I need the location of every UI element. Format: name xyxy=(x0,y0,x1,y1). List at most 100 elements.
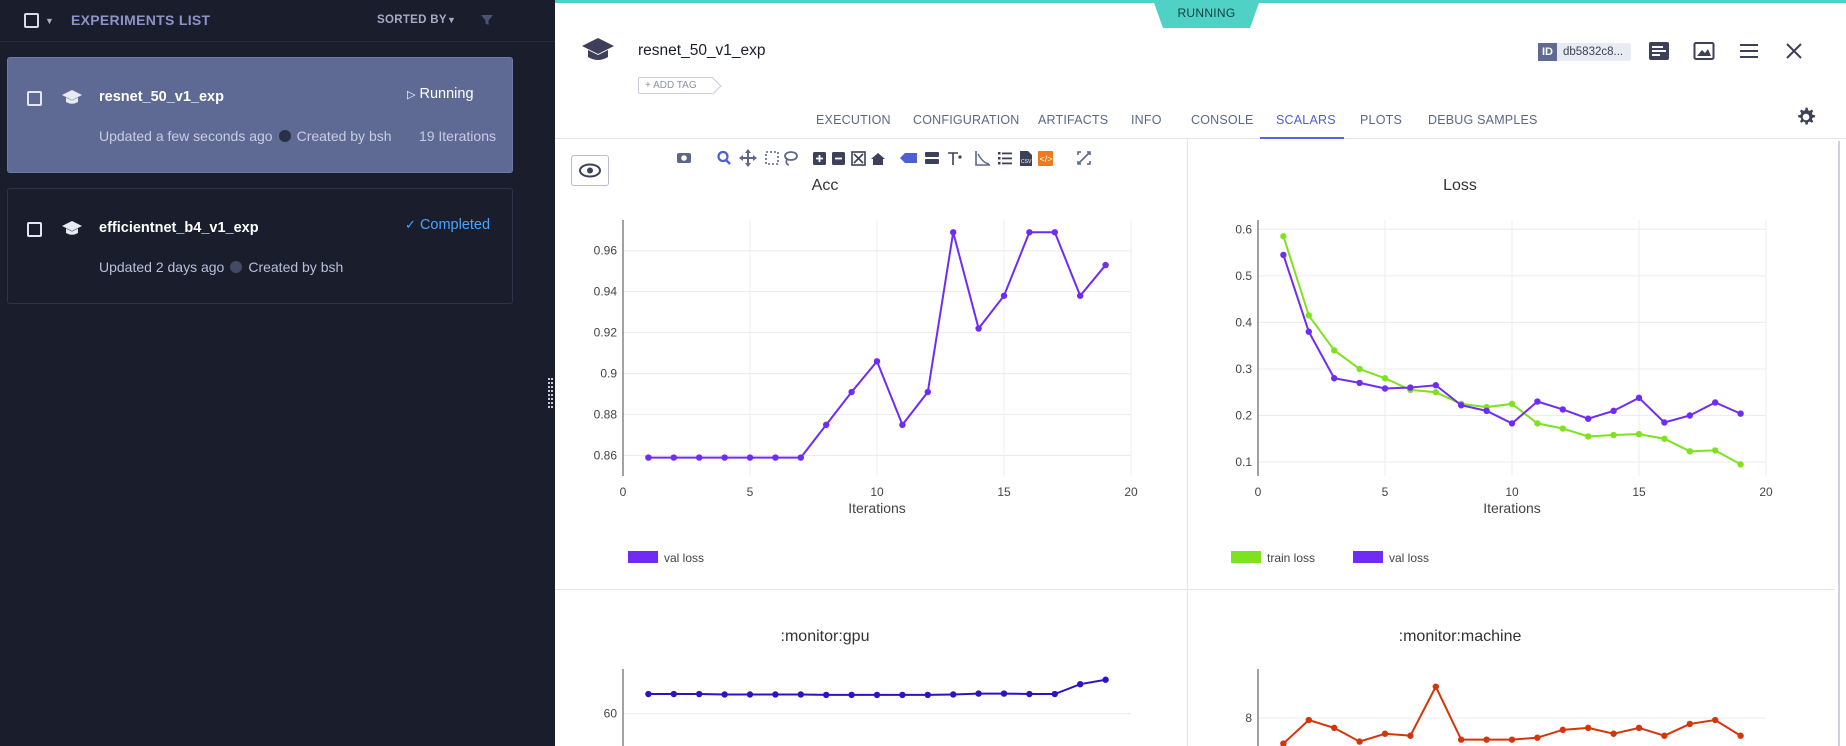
data-point xyxy=(873,358,881,365)
tab-artifacts[interactable]: ARTIFACTS xyxy=(1038,113,1109,127)
chart-acc[interactable]: 0.86 0.88 0.9 0.92 0.94 0.96 0 5 10 15 20 Iteration… xyxy=(555,198,1187,578)
chart-toolbar: CSV </> xyxy=(677,149,1091,167)
data-point xyxy=(1635,394,1643,402)
data-point xyxy=(670,690,677,698)
fullscreen-icon[interactable] xyxy=(1077,151,1091,165)
data-point xyxy=(696,454,703,461)
data-point xyxy=(1051,690,1058,698)
tab-debug-samples[interactable]: DEBUG SAMPLES xyxy=(1428,113,1538,127)
box-select-icon[interactable] xyxy=(765,151,779,165)
experiment-id-badge[interactable]: ID db5832c8... xyxy=(1538,43,1632,61)
camera-icon[interactable] xyxy=(677,153,691,163)
data-point xyxy=(823,421,830,428)
x-tick-label: 10 xyxy=(1505,485,1519,499)
x-tick-label: 20 xyxy=(1759,485,1773,499)
embed-code-icon[interactable]: </> xyxy=(1038,151,1053,166)
data-point xyxy=(721,691,728,698)
zoom-out-icon[interactable] xyxy=(832,152,845,165)
experiment-checkbox[interactable] xyxy=(27,222,42,237)
data-point xyxy=(1737,461,1744,468)
data-point xyxy=(1331,347,1338,354)
data-point xyxy=(1585,415,1592,422)
data-point xyxy=(899,691,906,699)
chart-loss[interactable]: 0.1 0.2 0.3 0.4 0.5 0.6 0 5 10 15 20 Iterations trai… xyxy=(1188,198,1838,578)
data-point xyxy=(1407,384,1414,391)
add-tag-button[interactable]: + ADD TAG xyxy=(638,77,714,94)
close-icon[interactable] xyxy=(1783,40,1805,62)
tab-configuration[interactable]: CONFIGURATION xyxy=(913,113,1020,127)
data-point xyxy=(1737,410,1744,417)
data-point xyxy=(1686,448,1693,455)
experiment-name[interactable]: efficientnet_b4_v1_exp xyxy=(99,220,259,236)
data-point xyxy=(1458,402,1465,409)
data-point xyxy=(797,691,804,698)
hover-compare-icon[interactable] xyxy=(925,152,939,164)
zoom-in-icon[interactable] xyxy=(813,152,826,165)
select-menu-caret-icon[interactable]: ▼ xyxy=(45,16,54,26)
data-point xyxy=(1407,732,1414,739)
tab-execution[interactable]: EXECUTION xyxy=(816,113,891,127)
chart-title-monitor-gpu: :monitor:gpu xyxy=(780,628,870,645)
experiment-status: ▷ Running xyxy=(407,86,474,102)
home-icon[interactable] xyxy=(871,153,885,165)
data-point xyxy=(1610,431,1617,439)
spike-lines-icon[interactable] xyxy=(948,152,962,165)
data-point xyxy=(1381,375,1389,382)
experiment-checkbox[interactable] xyxy=(27,91,42,106)
data-point xyxy=(848,691,855,699)
data-point xyxy=(1610,730,1617,737)
select-all-checkbox[interactable] xyxy=(24,13,39,28)
chart-grid-horizontal-divider xyxy=(555,589,1835,590)
toggle-visibility-button[interactable] xyxy=(571,155,609,186)
panel-resize-handle[interactable] xyxy=(548,378,553,412)
experiments-list-header: ▼ EXPERIMENTS LIST SORTED BY ▼ xyxy=(0,0,555,42)
data-point xyxy=(1534,398,1541,405)
tab-info[interactable]: INFO xyxy=(1131,113,1162,127)
data-point xyxy=(1661,732,1668,739)
y-tick-label: 8 xyxy=(1245,711,1252,725)
image-viewer-icon[interactable] xyxy=(1693,40,1715,62)
pan-icon[interactable] xyxy=(739,149,757,167)
lasso-select-icon[interactable] xyxy=(784,151,798,166)
menu-icon[interactable] xyxy=(1738,40,1760,62)
download-csv-icon[interactable]: CSV xyxy=(1020,151,1032,166)
sorted-by-caret-icon[interactable]: ▼ xyxy=(447,15,456,25)
hover-closest-icon[interactable] xyxy=(900,153,917,163)
data-point xyxy=(1026,229,1033,236)
autoscale-icon[interactable] xyxy=(851,151,866,166)
log-scale-icon[interactable] xyxy=(975,151,990,166)
legend-list-icon[interactable] xyxy=(998,152,1012,165)
data-point xyxy=(1305,328,1312,335)
data-point xyxy=(1508,420,1516,427)
scrollbar[interactable] xyxy=(1838,141,1840,746)
data-point xyxy=(1635,724,1643,732)
avatar xyxy=(278,130,291,142)
x-tick-label: 5 xyxy=(747,485,754,499)
graduation-cap-icon xyxy=(582,38,614,60)
data-point xyxy=(1635,430,1643,438)
filter-icon[interactable] xyxy=(480,13,494,27)
tab-plots[interactable]: PLOTS xyxy=(1360,113,1402,127)
data-point xyxy=(873,691,881,699)
experiment-status: ✓ Completed xyxy=(405,217,491,233)
details-icon[interactable] xyxy=(1648,40,1670,62)
data-point xyxy=(1000,690,1008,697)
experiment-name[interactable]: resnet_50_v1_exp xyxy=(99,89,224,105)
data-point xyxy=(696,690,703,698)
tab-scalars[interactable]: SCALARS xyxy=(1276,113,1336,127)
experiment-card-efficientnet[interactable]: efficientnet_b4_v1_exp ✓ Completed Updat… xyxy=(7,188,513,304)
experiment-title[interactable]: resnet_50_v1_exp xyxy=(638,42,766,59)
zoom-icon[interactable] xyxy=(717,150,731,165)
chart-monitor-machine[interactable]: 8 xyxy=(1188,653,1838,746)
tab-console[interactable]: CONSOLE xyxy=(1191,113,1254,127)
gear-icon[interactable] xyxy=(1795,106,1817,128)
chart-monitor-gpu[interactable]: 60 xyxy=(555,653,1187,746)
data-point xyxy=(950,229,957,236)
data-point xyxy=(1712,399,1719,406)
data-point xyxy=(1686,720,1693,728)
sorted-by-button[interactable]: SORTED BY xyxy=(377,14,447,26)
experiment-card-resnet[interactable]: resnet_50_v1_exp ▷ Running Updated a few… xyxy=(7,57,513,173)
data-point xyxy=(797,454,804,461)
x-tick-label: 15 xyxy=(997,485,1011,499)
legend-label: train loss xyxy=(1267,551,1315,565)
